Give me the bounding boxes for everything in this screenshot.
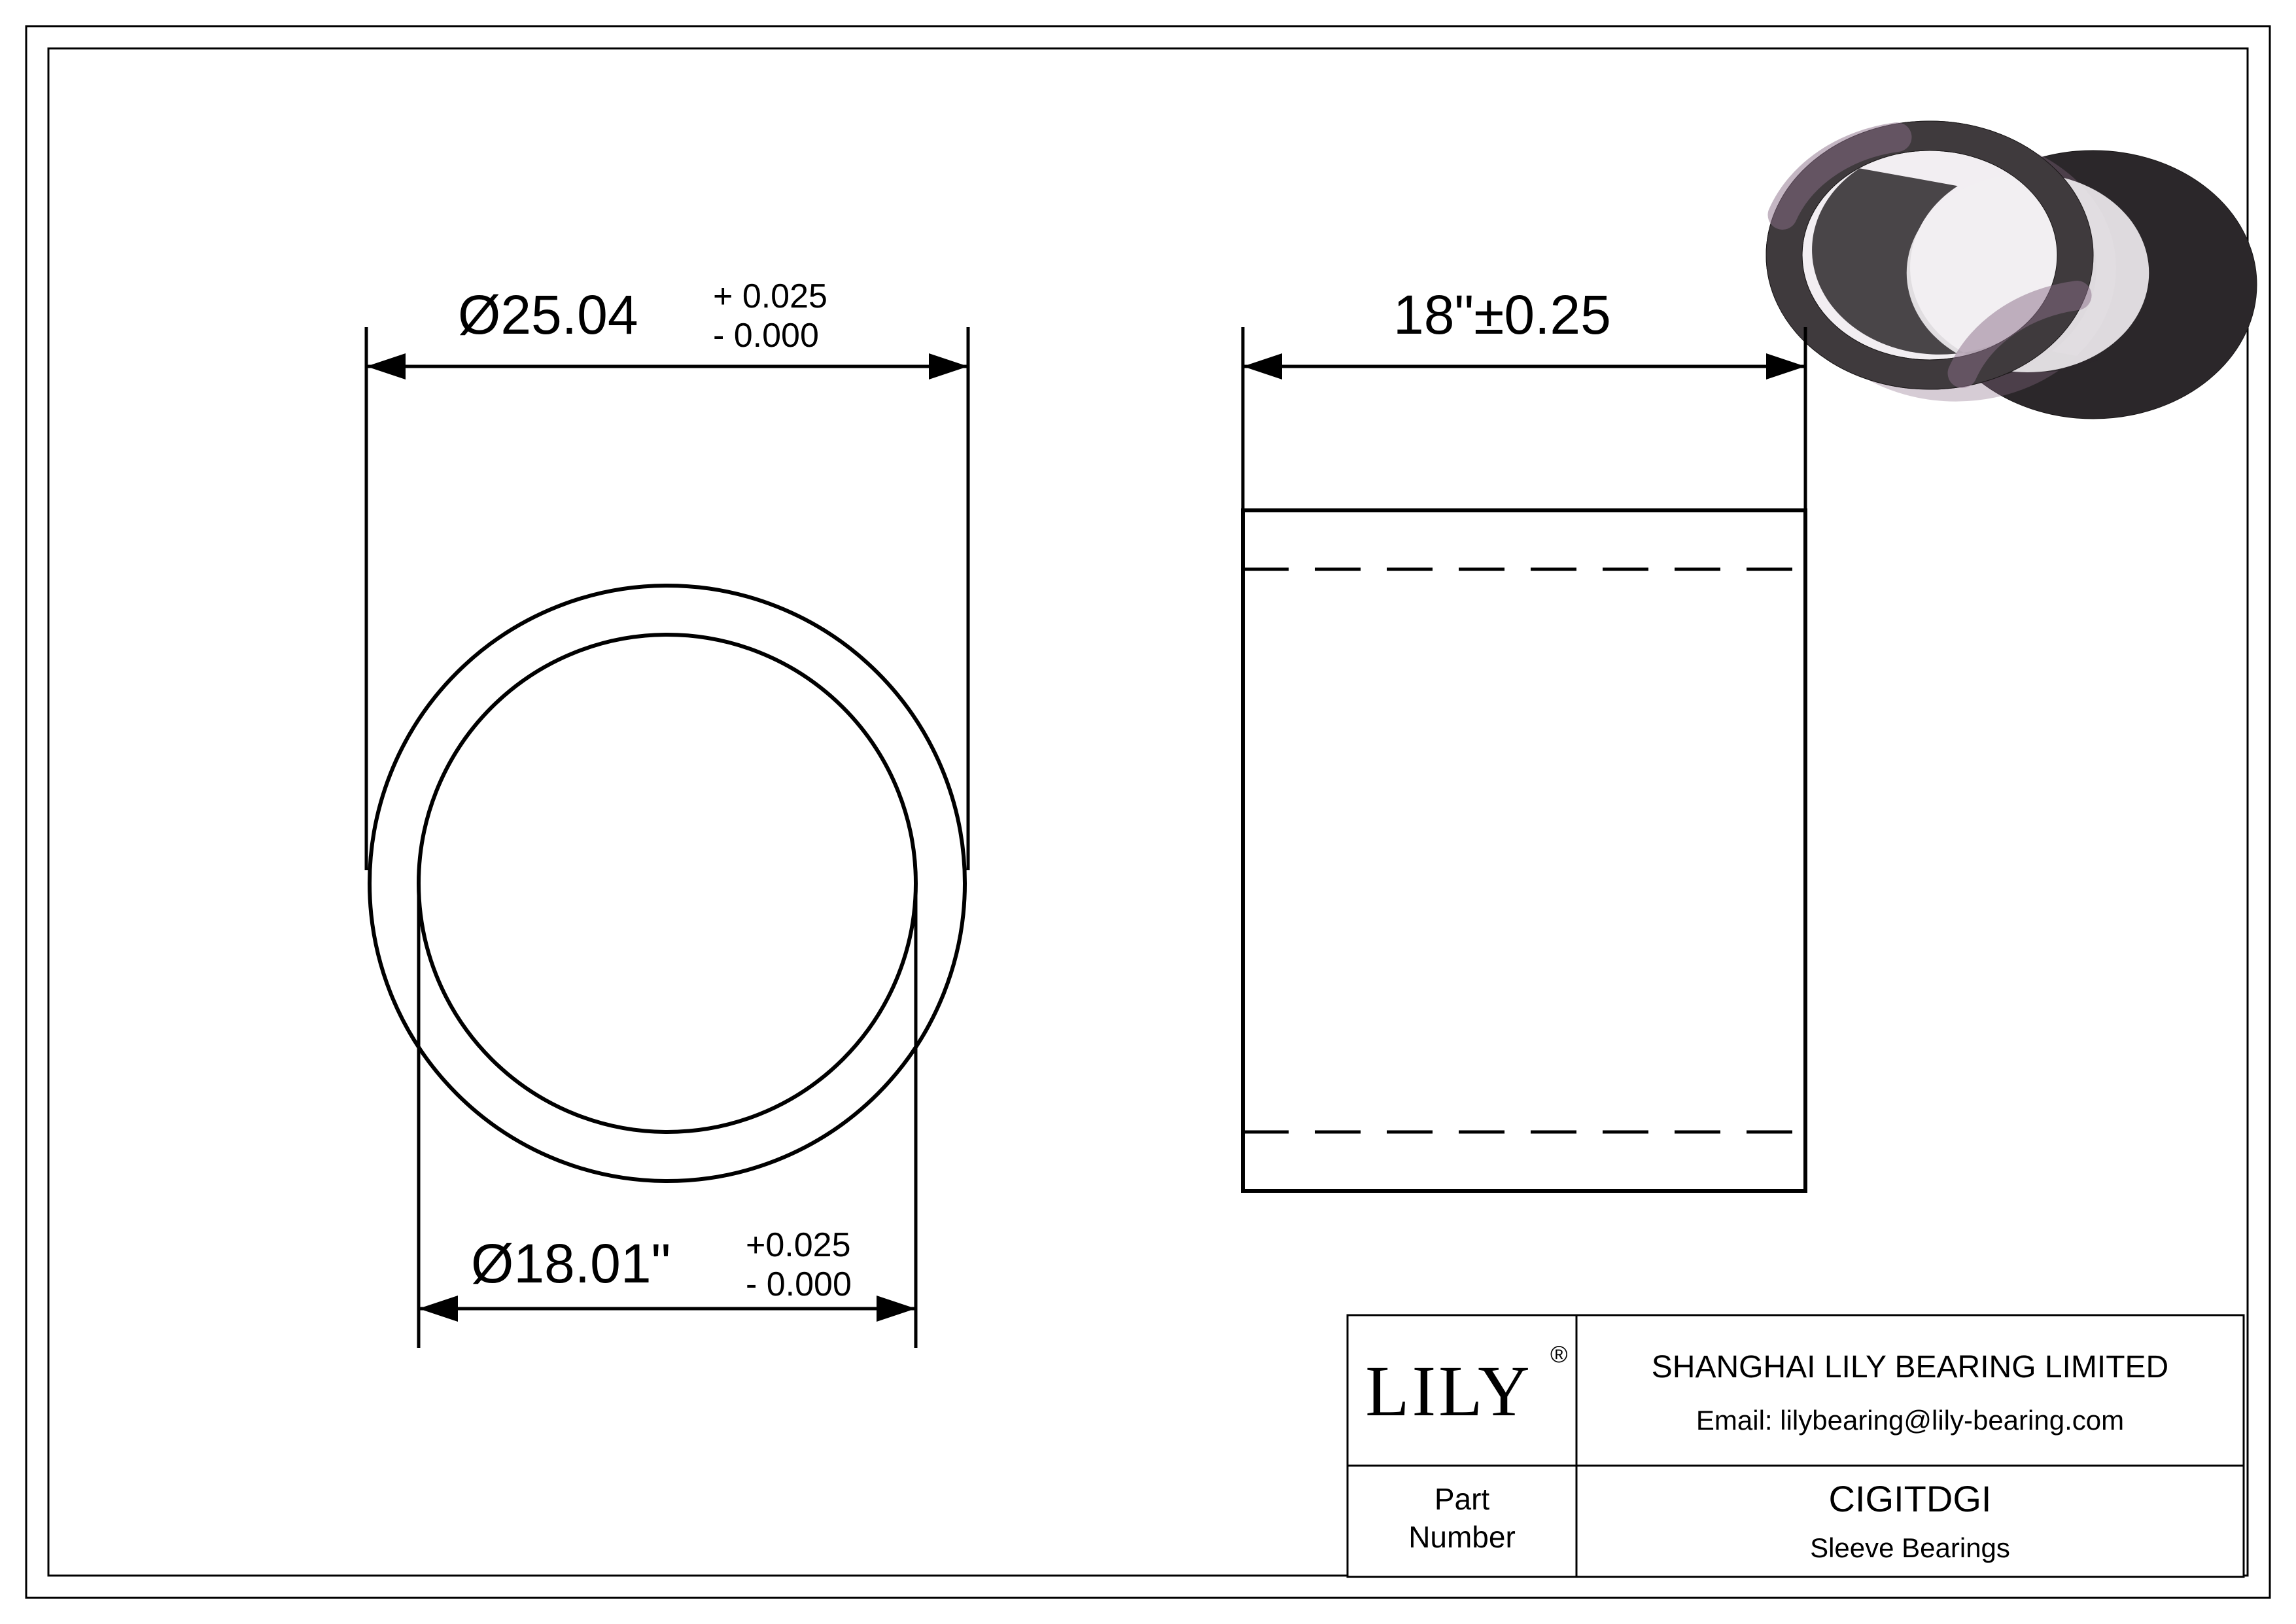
drawing-sheet: Ø25.04+ 0.025- 0.000Ø18.01"+0.025- 0.000… bbox=[0, 0, 2296, 1624]
dim-id-label: Ø18.01" bbox=[471, 1233, 670, 1294]
dim-outer-diameter: Ø25.04 + 0.025- 0.000 bbox=[366, 277, 968, 870]
drawing-canvas: Ø25.04+ 0.025- 0.000Ø18.01"+0.025- 0.000… bbox=[0, 0, 2296, 1624]
front-view bbox=[370, 586, 965, 1181]
dim-length: 18"±0.25 bbox=[1243, 284, 1805, 510]
inner-circle bbox=[419, 635, 916, 1132]
company-email: Email: lilybearing@lily-bearing.com bbox=[1696, 1405, 2124, 1436]
part-label-line2: Number bbox=[1408, 1520, 1516, 1554]
title-block: LILY ® SHANGHAI LILY BEARING LIMITED Email:… bbox=[1348, 1315, 2244, 1577]
company-name: SHANGHAI LILY BEARING LIMITED bbox=[1652, 1350, 2168, 1385]
dim-od-label: Ø25.04 bbox=[458, 284, 638, 345]
dim-id-tol-minus: - 0.000 bbox=[746, 1265, 852, 1303]
dim-inner-diameter: Ø18.01" +0.025- 0.000 bbox=[419, 890, 916, 1348]
dim-od-tol-plus: + 0.025 bbox=[713, 277, 827, 315]
outer-circle bbox=[370, 586, 965, 1181]
dim-id-tol-plus: +0.025 bbox=[746, 1226, 851, 1264]
dim-od-tol-minus: - 0.000 bbox=[713, 317, 819, 355]
logo-registered: ® bbox=[1550, 1341, 1568, 1368]
ring-3d-render bbox=[1766, 121, 2257, 419]
part-label-line1: Part bbox=[1435, 1482, 1490, 1516]
side-view bbox=[1243, 510, 1805, 1191]
side-outline bbox=[1243, 510, 1805, 1191]
product-type: Sleeve Bearings bbox=[1810, 1532, 2010, 1563]
part-number: CIGITDGI bbox=[1829, 1478, 1992, 1519]
logo-text: LILY bbox=[1365, 1351, 1532, 1431]
dim-length-label: 18"±0.25 bbox=[1393, 284, 1611, 345]
